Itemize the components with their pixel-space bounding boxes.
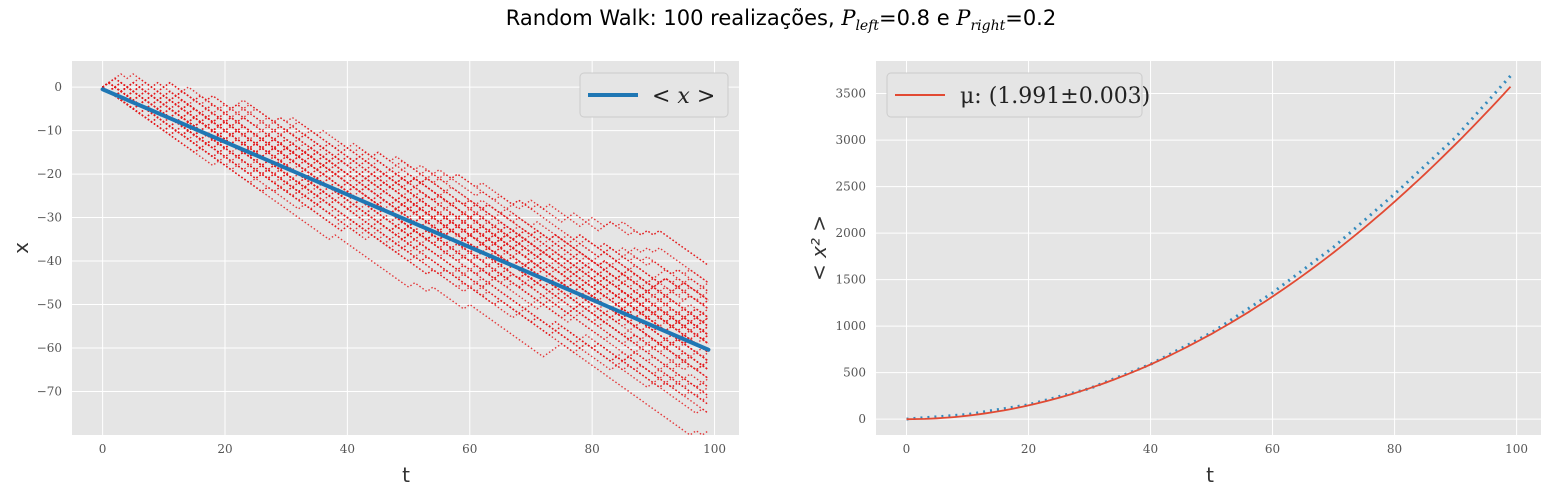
y-tick-label: −40	[37, 254, 62, 268]
x-tick-label: 60	[1265, 442, 1280, 456]
x-tick-label: 100	[703, 442, 726, 456]
x-tick-label: 0	[99, 442, 107, 456]
figure-title: Random Walk: 100 realizações, Pleft=0.8 …	[506, 6, 1056, 34]
realization-line	[102, 86, 709, 266]
y-tick-label: 3500	[835, 87, 866, 101]
y-tick-label: −20	[37, 167, 62, 181]
x-tick-label: 100	[1505, 442, 1528, 456]
realization-line	[102, 86, 709, 384]
msd-data-layer	[906, 74, 1512, 421]
right-legend: μ: (1.991±0.003)	[886, 72, 1150, 118]
x-tick-label: 0	[903, 442, 911, 456]
left-legend-box	[579, 72, 729, 118]
y-tick-label: −60	[37, 341, 62, 355]
x-tick-label: 60	[462, 442, 477, 456]
y-tick-label: −30	[37, 211, 62, 225]
y-tick-label: 0	[54, 80, 62, 94]
realization-line	[102, 86, 709, 397]
y-tick-label: 2500	[835, 180, 866, 194]
x-tick-label: 40	[340, 442, 355, 456]
realization-line	[102, 86, 709, 319]
realization-line	[102, 86, 709, 397]
realization-line	[102, 81, 709, 310]
fit-curve	[906, 86, 1512, 421]
y-tick-label: 0	[858, 412, 866, 426]
y-tick-label: 500	[843, 366, 866, 380]
realization-line	[102, 86, 709, 353]
realization-line	[102, 86, 709, 336]
x-tick-label: 80	[1387, 442, 1402, 456]
realization-line	[102, 86, 709, 367]
mean-line-layer	[100, 87, 711, 352]
realization-line	[102, 86, 709, 436]
random-walk-panel: 0 20 40 60 80 100 0 −10 −20 −30 −40 −50 −60 −70 t x <…	[9, 61, 739, 487]
right-gridlines	[876, 61, 1541, 435]
realization-line	[102, 81, 709, 297]
left-y-axis-label: x	[9, 242, 33, 254]
y-tick-label: 3000	[835, 133, 866, 147]
realization-line	[102, 81, 709, 284]
msd-panel: 0 20 40 60 80 1000500100015002000250030003500…	[807, 61, 1541, 487]
left-tick-labels: 0 20 40 60 80 100 0 −10 −20 −30 −40 −50 −60 −70	[37, 80, 726, 456]
realization-line	[102, 86, 709, 380]
mean-legend-label: < x >	[652, 84, 715, 109]
x-tick-label: 20	[1021, 442, 1036, 456]
left-x-axis-label: t	[402, 463, 410, 487]
right-y-axis-label: < x² >	[807, 215, 831, 281]
realization-line	[102, 86, 709, 349]
y-tick-label: −10	[37, 124, 62, 138]
x-tick-label: 20	[217, 442, 232, 456]
realization-line	[102, 86, 709, 284]
y-tick-label: 1500	[835, 273, 866, 287]
left-legend: < x >	[579, 72, 729, 118]
right-legend-box	[886, 72, 1143, 118]
x-tick-label: 40	[1143, 442, 1158, 456]
x-tick-label: 80	[584, 442, 599, 456]
right-x-axis-label: t	[1206, 463, 1214, 487]
fit-legend-label: μ: (1.991±0.003)	[960, 84, 1150, 109]
y-tick-label: 1000	[835, 319, 866, 333]
mean-line	[100, 87, 711, 352]
y-tick-label: −50	[37, 298, 62, 312]
realization-line	[102, 86, 709, 345]
realization-line	[102, 86, 709, 406]
realization-line	[102, 86, 709, 310]
realization-line	[102, 86, 709, 362]
y-tick-label: −70	[37, 385, 62, 399]
y-tick-label: 2000	[835, 226, 866, 240]
